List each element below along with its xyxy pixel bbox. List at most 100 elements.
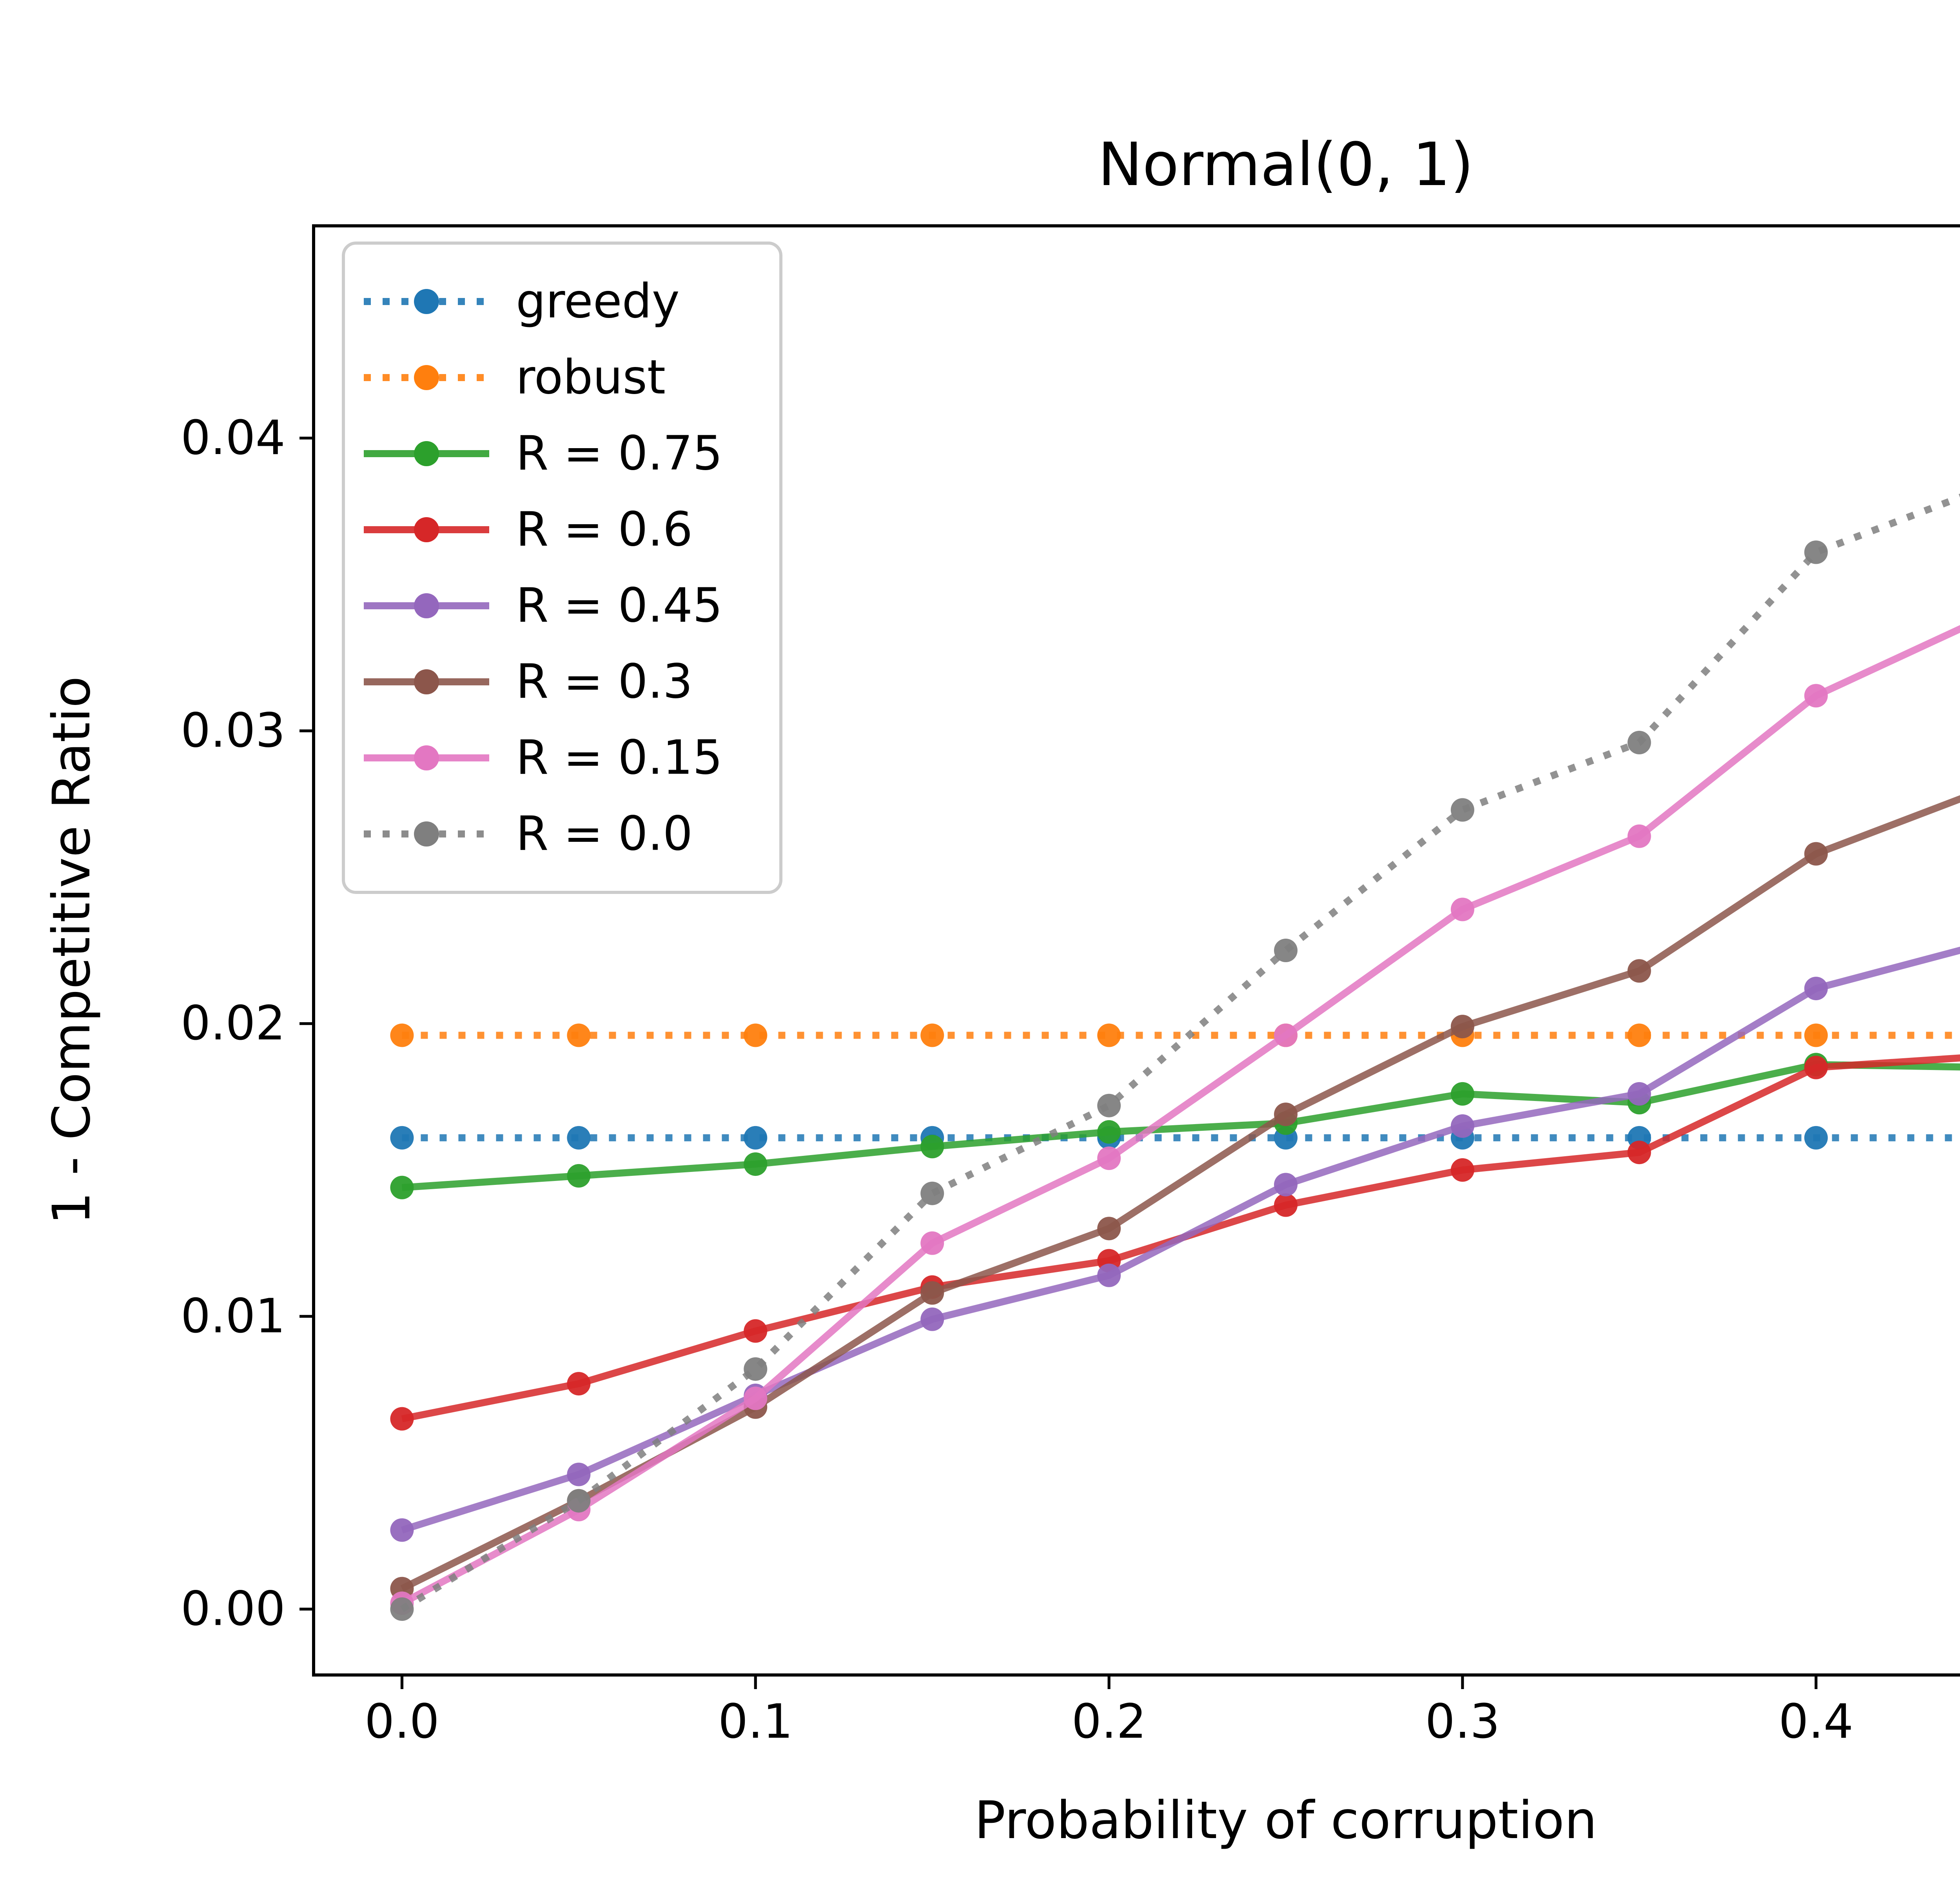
data-point-marker <box>744 1386 768 1410</box>
data-point-marker <box>1450 1082 1474 1106</box>
data-point-marker <box>1274 1103 1298 1126</box>
legend-label: R = 0.45 <box>516 579 722 633</box>
data-point-marker <box>1097 1023 1121 1047</box>
legend-item-greedy: greedy <box>364 274 680 329</box>
x-tick-label: 0.3 <box>1425 1695 1500 1749</box>
y-axis-label: 1 - Competitive Ratio <box>42 676 102 1224</box>
data-point-marker <box>567 1126 591 1150</box>
data-point-marker <box>567 1489 591 1513</box>
y-tick-label: 0.04 <box>181 411 285 465</box>
legend-item-r-0.6: R = 0.6 <box>364 503 693 557</box>
data-point-marker <box>1274 1023 1298 1047</box>
legend-item-r-0.15: R = 0.15 <box>364 731 722 785</box>
legend-label: robust <box>516 351 666 405</box>
legend-label: R = 0.0 <box>516 807 693 861</box>
data-point-marker <box>1804 540 1828 564</box>
data-point-marker <box>1097 1094 1121 1117</box>
y-axis: 0.00 0.01 0.02 0.03 0.04 <box>181 411 314 1637</box>
series-r-0.0 <box>390 494 1960 1621</box>
data-point-marker <box>920 1023 944 1047</box>
data-point-marker <box>920 1135 944 1159</box>
data-point-marker <box>1627 824 1651 848</box>
plot-border <box>312 224 1960 1677</box>
data-point-marker <box>1450 1015 1474 1039</box>
data-point-marker <box>1274 939 1298 962</box>
x-axis-label: Probability of corruption <box>975 1790 1597 1851</box>
data-point-marker <box>744 1126 768 1150</box>
data-point-marker <box>1804 842 1828 866</box>
data-point-marker <box>567 1023 591 1047</box>
data-point-marker <box>920 1281 944 1305</box>
x-axis: 0.00.10.20.30.40.5 <box>365 1675 1853 1749</box>
data-point-marker <box>744 1357 768 1381</box>
data-point-marker <box>1274 1193 1298 1217</box>
data-point-marker <box>744 1319 768 1343</box>
legend-marker <box>414 821 439 847</box>
data-point-marker <box>744 1023 768 1047</box>
data-point-marker <box>920 1231 944 1255</box>
data-point-marker <box>920 1307 944 1331</box>
y-tick-label: 0.02 <box>181 996 285 1051</box>
data-point-marker <box>1627 730 1651 754</box>
series-line <box>401 1054 1960 1422</box>
legend-item-r-0.0: R = 0.0 <box>364 807 693 861</box>
legend-marker <box>414 365 439 390</box>
data-point-marker <box>1804 1126 1828 1150</box>
data-point-marker <box>744 1152 768 1176</box>
data-point-marker <box>1450 1158 1474 1182</box>
legend-item-r-0.45: R = 0.45 <box>364 579 722 633</box>
x-tick-label: 0.1 <box>718 1695 793 1749</box>
data-point-marker <box>1450 897 1474 921</box>
data-point-marker <box>390 1407 414 1431</box>
data-point-marker <box>390 1023 414 1047</box>
legend-frame <box>342 242 782 894</box>
data-point-marker <box>390 1597 414 1621</box>
legend-marker <box>414 593 439 618</box>
data-point-marker <box>1450 1114 1474 1138</box>
data-point-marker <box>1450 798 1474 822</box>
series-line <box>400 494 1960 1612</box>
y-tick-label: 0.01 <box>181 1289 285 1344</box>
data-point-marker <box>1097 1217 1121 1241</box>
legend: greedy robust R = 0.75 R = 0.6 R = 0.45 R = 0… <box>342 242 782 894</box>
data-point-marker <box>1804 1055 1828 1079</box>
legend-marker <box>414 745 439 770</box>
series-line <box>401 946 1960 1533</box>
legend-label: R = 0.15 <box>516 731 722 785</box>
data-point-marker <box>1627 1082 1651 1106</box>
data-point-marker <box>567 1372 591 1396</box>
legend-label: R = 0.75 <box>516 427 722 481</box>
data-point-marker <box>1627 959 1651 983</box>
data-point-marker <box>567 1462 591 1486</box>
series-r-0.6 <box>390 1054 1960 1431</box>
x-tick-label: 0.0 <box>365 1695 439 1749</box>
chart-title: Normal(0, 1) <box>1098 130 1474 199</box>
y-tick-label: 0.03 <box>181 704 285 758</box>
legend-item-robust: robust <box>364 351 666 405</box>
data-point-marker <box>1804 977 1828 1001</box>
legend-item-r-0.3: R = 0.3 <box>364 655 693 709</box>
legend-marker <box>414 669 439 694</box>
y-tick-label: 0.00 <box>181 1582 285 1637</box>
data-point-marker <box>1627 1141 1651 1164</box>
data-point-marker <box>1804 1023 1828 1047</box>
data-point-marker <box>1097 1120 1121 1144</box>
data-point-marker <box>920 1181 944 1205</box>
legend-marker <box>414 517 439 542</box>
data-point-marker <box>390 1175 414 1199</box>
data-point-marker <box>390 1126 414 1150</box>
legend-item-r-0.75: R = 0.75 <box>364 427 722 481</box>
legend-label: R = 0.6 <box>516 503 693 557</box>
data-point-marker <box>567 1164 591 1188</box>
legend-label: greedy <box>516 274 680 329</box>
data-point-marker <box>1097 1263 1121 1287</box>
legend-marker <box>414 289 439 314</box>
legend-label: R = 0.3 <box>516 655 693 709</box>
x-tick-label: 0.4 <box>1779 1695 1853 1749</box>
x-tick-label: 0.2 <box>1072 1695 1147 1749</box>
data-point-marker <box>1097 1146 1121 1170</box>
data-point-marker <box>1627 1023 1651 1047</box>
data-point-marker <box>390 1518 414 1542</box>
data-point-marker <box>1274 1173 1298 1197</box>
